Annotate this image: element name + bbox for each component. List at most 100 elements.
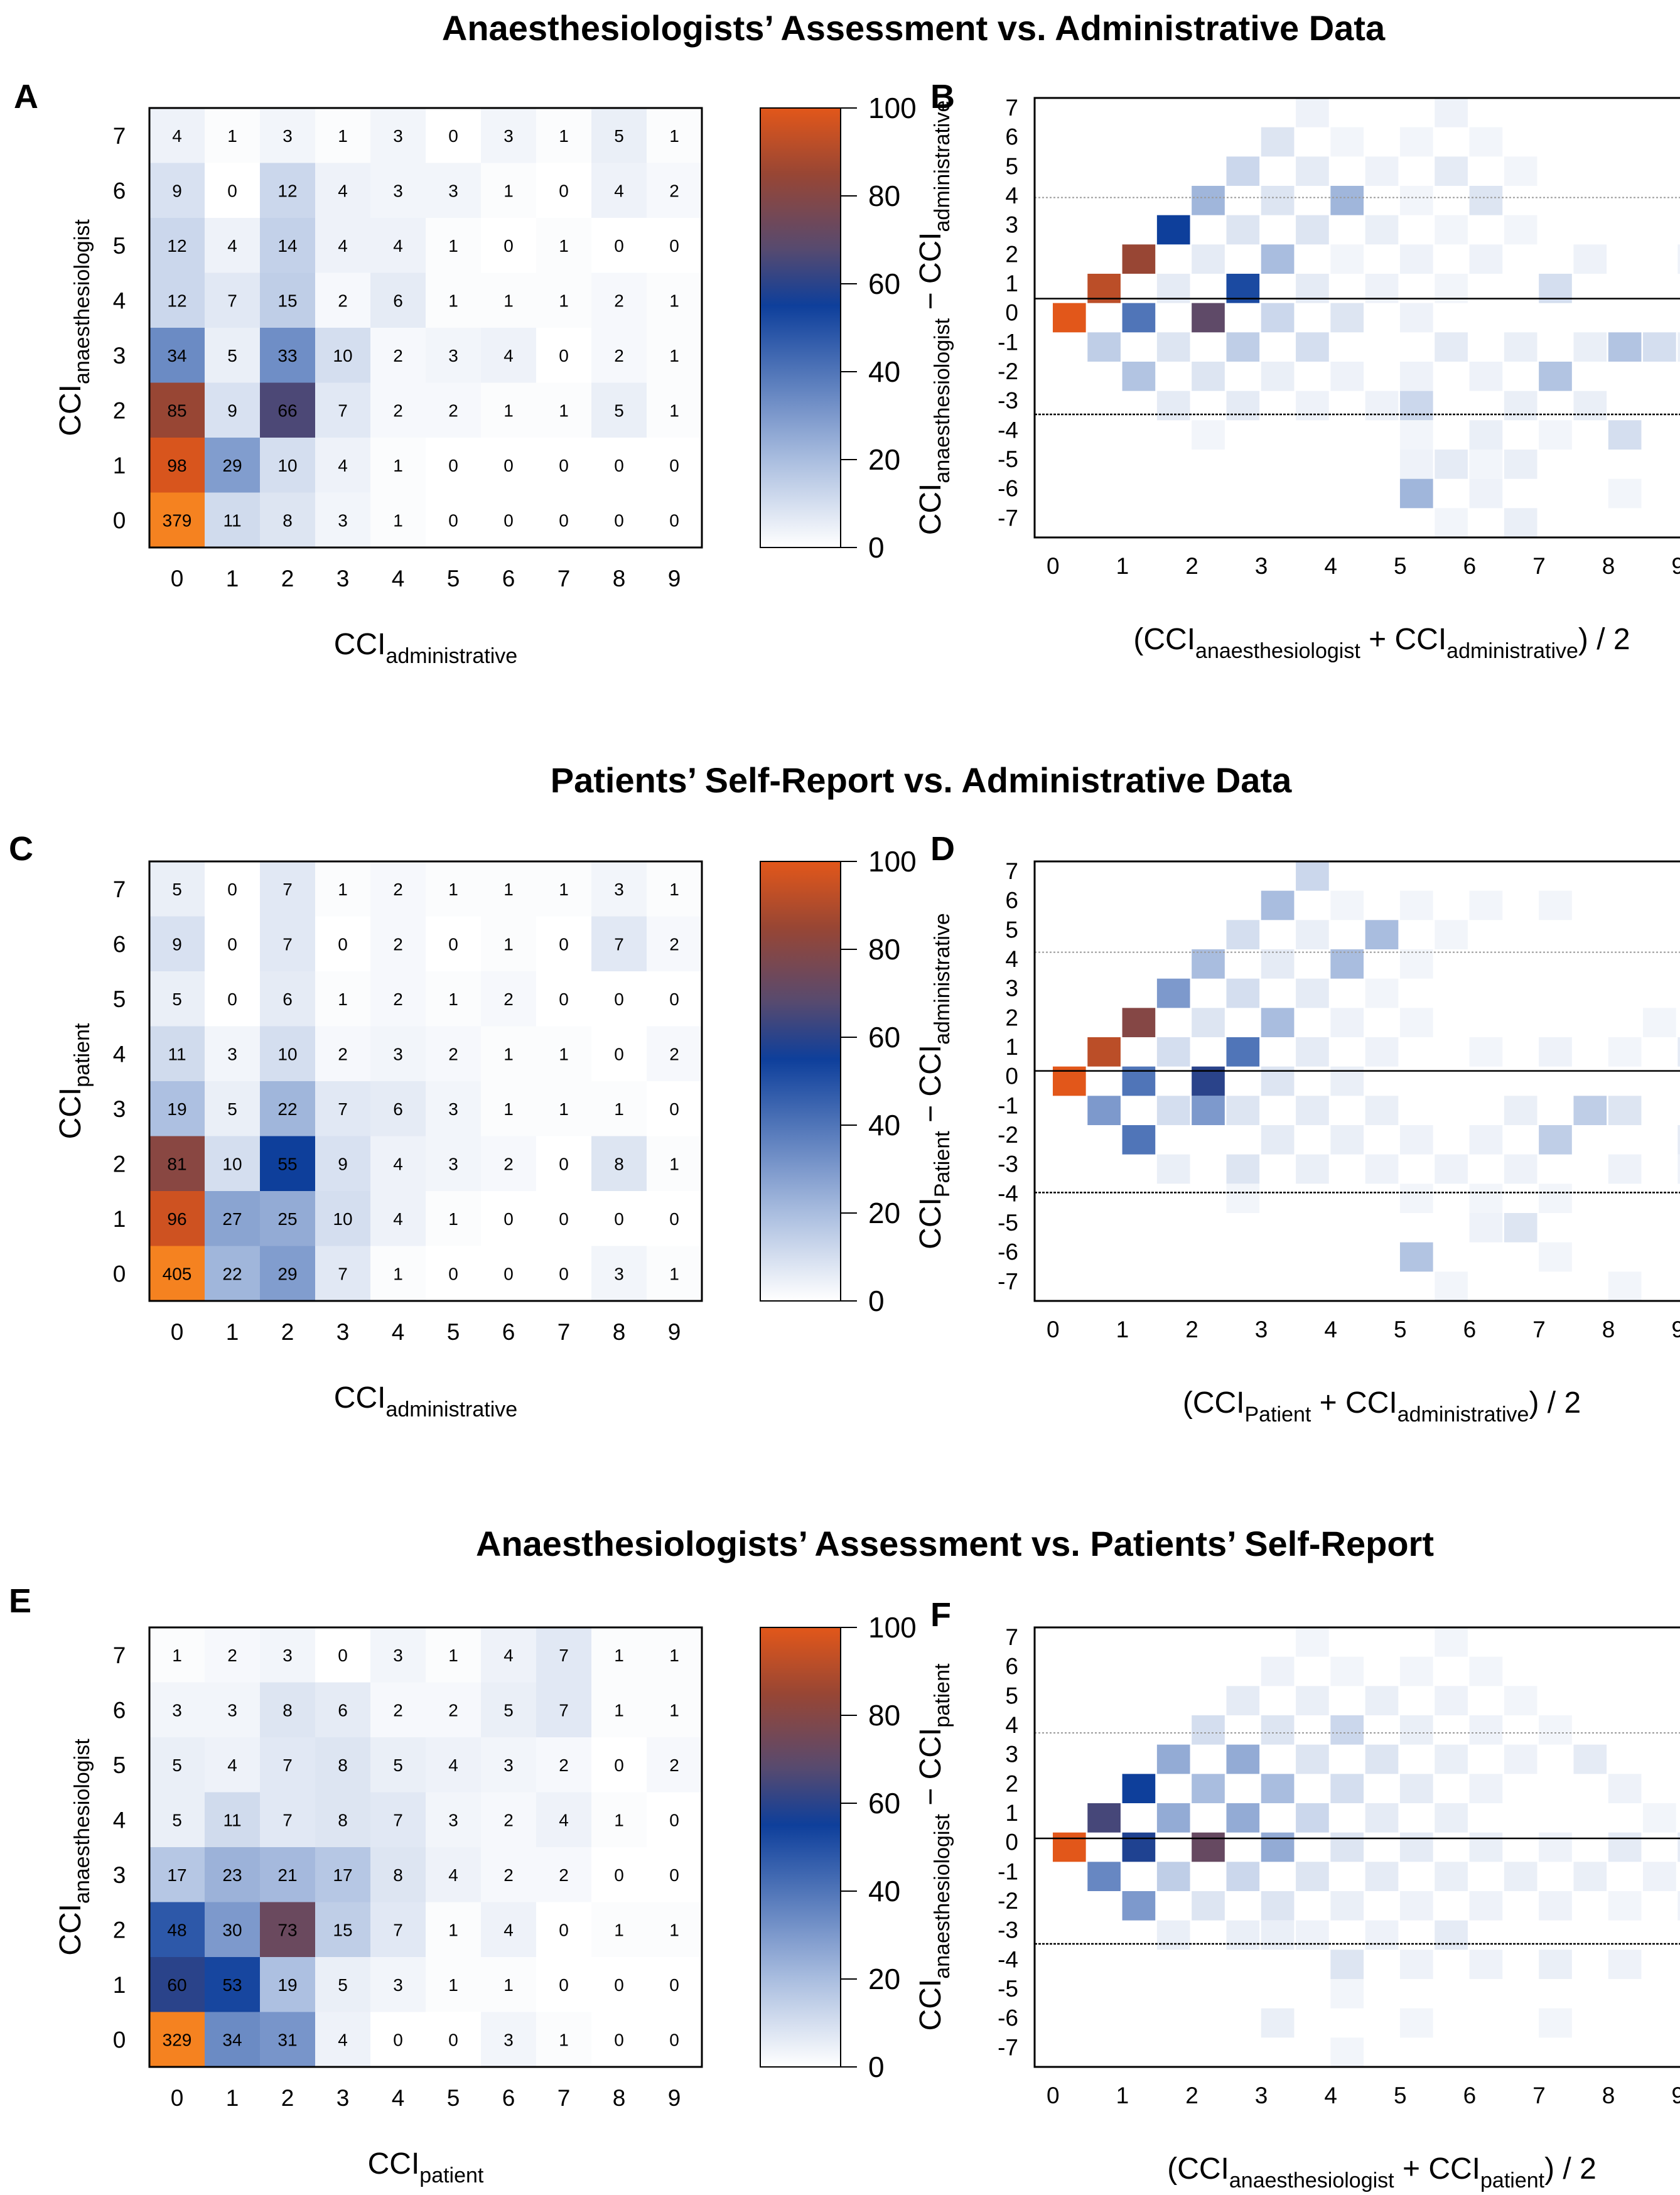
x-tick-label-e: 6: [502, 2085, 515, 2111]
x-tick-label-a: 9: [668, 566, 681, 591]
cell-value-e-r1c8: 0: [614, 1975, 624, 1995]
tile-d-33: [1539, 1037, 1572, 1067]
panel-label-a: A: [14, 78, 38, 116]
cell-value-a-r6c7: 0: [559, 181, 569, 200]
tile-f-45: [1469, 1832, 1503, 1862]
tile-f-73: [1399, 1950, 1433, 1979]
heatmap-cell-e-r5c0: [149, 1737, 205, 1793]
x-axis-title-b: (CCIanaesthesiologist + CCIadministrativ…: [1133, 623, 1630, 663]
heatmap-cell-a-r3c8: [591, 328, 647, 383]
tile-d-70: [1539, 1242, 1572, 1272]
heatmap-cell-e-r0c4: [370, 2012, 426, 2067]
heatmap-cell-a-r6c8: [591, 163, 647, 218]
cell-value-a-r7c7: 1: [559, 126, 569, 146]
x-tick-label-e: 7: [557, 2085, 571, 2111]
tile-d-19: [1330, 949, 1364, 979]
tile-b-36: [1399, 303, 1433, 333]
heatmap-cell-e-r1c7: [536, 1957, 591, 2012]
x-tick-label-a: 4: [392, 566, 405, 591]
tile-f-1: [1087, 1803, 1121, 1833]
tile-d-13: [1296, 920, 1329, 949]
tile-b-28: [1435, 156, 1468, 186]
panel-label-f: F: [930, 1596, 951, 1634]
heatmap-cell-c-r1c4: [370, 1191, 426, 1246]
heatmap-cell-e-r7c4: [370, 1627, 426, 1683]
heatmap-cell-c-r0c0: [149, 1246, 205, 1301]
tile-b-64: [1296, 391, 1329, 421]
tile-f-32: [1399, 1774, 1433, 1803]
heatmap-cell-e-r5c1: [205, 1737, 260, 1793]
cell-value-e-r3c8: 0: [614, 1865, 624, 1885]
cell-value-c-r2c8: 8: [614, 1154, 624, 1173]
heatmap-cell-a-r7c5: [426, 108, 481, 163]
tile-b-47: [1226, 332, 1260, 362]
heatmap-cell-a-r7c3: [315, 108, 370, 163]
cell-value-e-r4c7: 4: [559, 1810, 569, 1830]
x-tick-label-c: 1: [226, 1319, 239, 1345]
heatmap-cell-c-r2c6: [481, 1136, 536, 1191]
tile-d-42: [1192, 1096, 1225, 1125]
heatmap-cell-a-r6c1: [205, 163, 260, 218]
y-tick-label-e: 1: [113, 1972, 126, 1998]
tile-b-77: [1469, 478, 1503, 509]
y-axis-title-d: CCIPatient − CCIadministrative: [914, 913, 954, 1249]
x-tick-label-f: 0: [1047, 2083, 1060, 2108]
cell-value-a-r3c3: 10: [333, 346, 352, 365]
cell-value-e-r5c6: 3: [503, 1755, 514, 1775]
heatmap-cell-c-r0c1: [205, 1246, 260, 1301]
tile-b-14: [1330, 127, 1364, 157]
cell-value-c-r3c5: 3: [448, 1099, 458, 1119]
tile-b-62: [1156, 332, 1190, 362]
heatmap-cell-c-r1c9: [647, 1191, 702, 1246]
x-tick-label-d: 9: [1671, 1317, 1680, 1342]
tile-f-68: [1226, 1920, 1260, 1950]
tile-d-1: [1087, 1037, 1121, 1067]
tile-d-48: [1330, 1125, 1364, 1155]
heatmap-cell-a-r7c9: [647, 108, 702, 163]
x-tick-label-e: 1: [226, 2085, 239, 2111]
cell-value-a-r0c8: 0: [614, 510, 624, 530]
cell-value-c-r7c3: 1: [338, 880, 348, 899]
tile-f-57: [1365, 1862, 1399, 1891]
cell-value-a-r5c8: 0: [614, 236, 624, 256]
cell-value-e-r1c4: 3: [393, 1975, 403, 1995]
heatmap-cell-e-r6c3: [315, 1682, 370, 1737]
cell-value-a-r6c3: 4: [338, 181, 348, 200]
heatmap-cell-a-r5c6: [481, 218, 536, 273]
tile-f-13: [1296, 1686, 1329, 1715]
heatmap-cell-e-r6c5: [426, 1682, 481, 1737]
heatmap-cell-a-r6c7: [536, 163, 591, 218]
tile-b-68: [1399, 420, 1433, 450]
cell-value-a-r0c4: 1: [393, 510, 403, 530]
cell-value-a-r4c0: 12: [167, 291, 186, 310]
tile-b-45: [1156, 391, 1190, 421]
tile-d-28: [1469, 890, 1503, 920]
tile-f-7: [1296, 1627, 1329, 1657]
x-tick-label-b: 7: [1532, 553, 1546, 579]
x-tick-label-d: 7: [1532, 1317, 1546, 1342]
tile-d-66: [1539, 1184, 1572, 1213]
x-tick-label-f: 7: [1532, 2083, 1546, 2108]
tile-b-67: [1192, 420, 1225, 450]
y-tick-label-f: 3: [1005, 1742, 1018, 1767]
heatmap-cell-a-r5c5: [426, 218, 481, 273]
cell-value-a-r7c3: 1: [338, 126, 348, 146]
cell-value-a-r3c8: 2: [614, 346, 624, 365]
cell-value-c-r2c4: 4: [393, 1154, 403, 1173]
heatmap-cell-a-r0c5: [426, 492, 481, 547]
panel-label-d: D: [930, 830, 955, 868]
cell-value-c-r1c5: 1: [448, 1209, 458, 1229]
heatmap-cell-a-r1c0: [149, 438, 205, 493]
heatmap-panel-c: 405 22 29 7 1 0 0 0 3 196 27 25 10 4 1 0 0 0 081 10 55 9 4 3 2 0 8…: [54, 845, 917, 1421]
cell-value-a-r7c5: 0: [448, 126, 458, 146]
heatmap-cell-c-r2c1: [205, 1136, 260, 1191]
panel-label-e: E: [9, 1582, 31, 1620]
tile-d-47: [1296, 1154, 1329, 1184]
tile-f-25: [1330, 1774, 1364, 1803]
heatmap-cell-a-r2c7: [536, 382, 591, 438]
heatmap-cell-c-r5c3: [315, 971, 370, 1027]
tile-b-7: [1296, 98, 1329, 127]
tile-b-56: [1504, 332, 1537, 362]
tile-f-77: [1330, 1979, 1364, 2009]
heatmap-cell-e-r6c0: [149, 1682, 205, 1737]
